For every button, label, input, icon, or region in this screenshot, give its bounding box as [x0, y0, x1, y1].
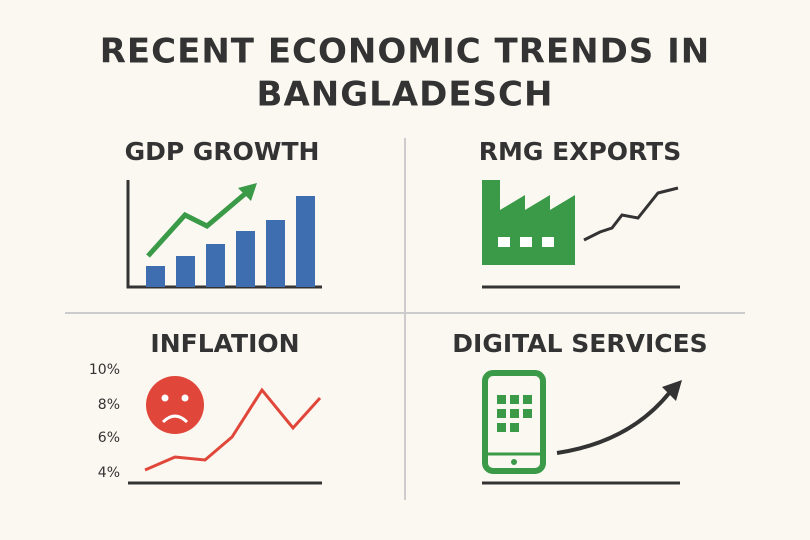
gdp-illustration [126, 180, 322, 289]
tick-label: 8% [98, 397, 120, 413]
tick-label: 10% [89, 362, 120, 378]
tick-label: 6% [98, 430, 120, 446]
panel-title: DIGITAL SERVICES [452, 329, 707, 358]
digital-illustration [482, 370, 682, 485]
inflation-illustration [128, 376, 322, 485]
panel-title: GDP GROWTH [125, 137, 320, 166]
title-line: BANGLADESCH [257, 75, 554, 115]
panel-title: INFLATION [150, 329, 299, 358]
panel-title: RMG EXPORTS [479, 137, 681, 166]
tick-label: 4% [98, 465, 120, 481]
rmg-illustration [482, 180, 680, 289]
title-line: RECENT ECONOMIC TRENDS IN [100, 32, 711, 72]
